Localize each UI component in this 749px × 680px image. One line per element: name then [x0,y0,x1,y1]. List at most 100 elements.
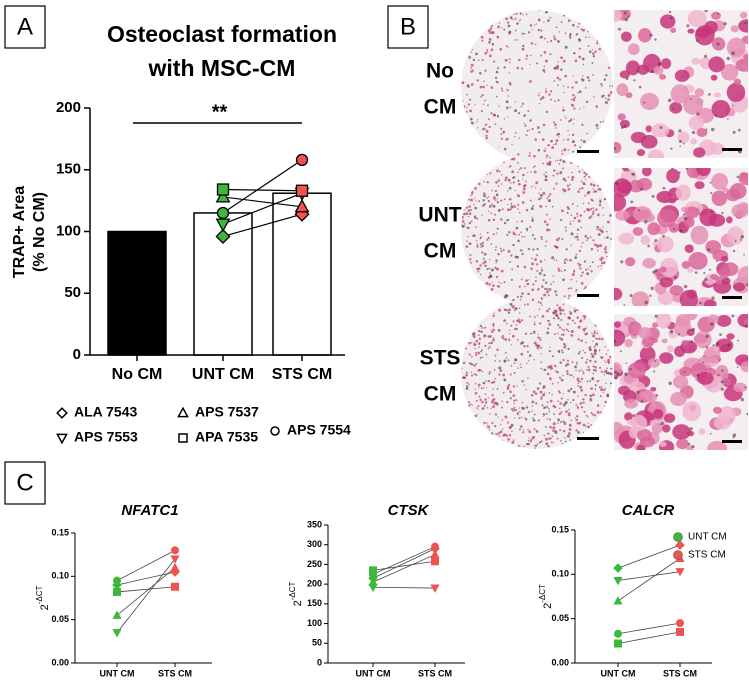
speck [588,348,592,352]
speck [603,78,607,81]
speck [582,431,585,434]
speck [516,385,518,387]
speck [516,338,519,341]
speck [599,395,602,398]
speck [476,267,480,271]
speck [511,170,515,174]
speck [563,313,566,315]
speck [495,193,499,197]
y-tick-label: 150 [56,161,81,178]
speck [534,447,537,449]
speck [578,22,581,25]
speck [554,123,557,126]
speck [541,96,545,99]
speck [532,204,535,207]
cell [674,69,690,82]
speck [507,203,509,206]
speck [487,29,491,33]
speck [502,391,505,394]
speck [549,156,552,159]
speck [529,199,532,202]
speck [583,106,585,108]
speck [548,229,551,232]
speck [544,175,548,178]
y-tick-label: 50 [64,284,81,301]
speck [514,39,517,41]
speck [582,315,584,317]
speck [567,413,571,417]
speck [583,171,586,175]
granule [737,128,741,132]
speck [547,445,550,448]
speck [563,329,566,332]
speck [574,417,576,419]
speck [540,188,542,190]
speck [604,387,607,390]
speck [571,98,573,101]
speck [519,428,521,431]
granule [629,367,632,371]
legend-label: APA 7535 [195,429,258,445]
speck [470,63,474,67]
speck [561,349,563,352]
speck [497,67,500,70]
speck [476,217,479,220]
speck [535,62,538,65]
speck [469,212,472,215]
speck [606,230,608,233]
granule [694,271,698,274]
speck [491,281,493,283]
speck [584,178,587,181]
speck [535,343,538,347]
speck [531,333,533,335]
speck [544,11,547,14]
speck [512,320,515,323]
speck [485,380,488,382]
speck [599,201,602,204]
speck [571,319,574,322]
granule [691,327,696,332]
granule [737,339,739,342]
cell [708,56,725,73]
cell [638,28,652,43]
granule [695,39,699,42]
speck [475,362,478,365]
marker [613,563,623,573]
speck [546,401,549,404]
speck [518,410,521,413]
y-tick-label: 200 [56,99,81,116]
marker [215,218,231,233]
speck [566,434,570,438]
granule [678,171,681,174]
speck [487,104,489,107]
speck [470,70,473,73]
speck [545,88,547,90]
marker [112,610,122,619]
speck [492,218,495,221]
granule [723,22,727,26]
speck [557,349,561,353]
speck [598,386,601,389]
speck [516,161,519,164]
speck [500,133,503,136]
cell [726,226,744,245]
speck [529,440,533,443]
speck [531,127,534,131]
speck [535,181,539,185]
speck [510,373,512,376]
speck [498,105,500,107]
speck [593,330,596,333]
speck [567,19,571,22]
speck [602,226,604,228]
marker [613,596,623,605]
cell [644,389,653,397]
speck [563,259,566,262]
speck [569,33,572,36]
speck [538,192,540,195]
marker [216,183,230,196]
speck [577,338,580,341]
speck [573,216,577,220]
speck [539,322,542,325]
granule [702,361,705,364]
speck [592,239,595,242]
